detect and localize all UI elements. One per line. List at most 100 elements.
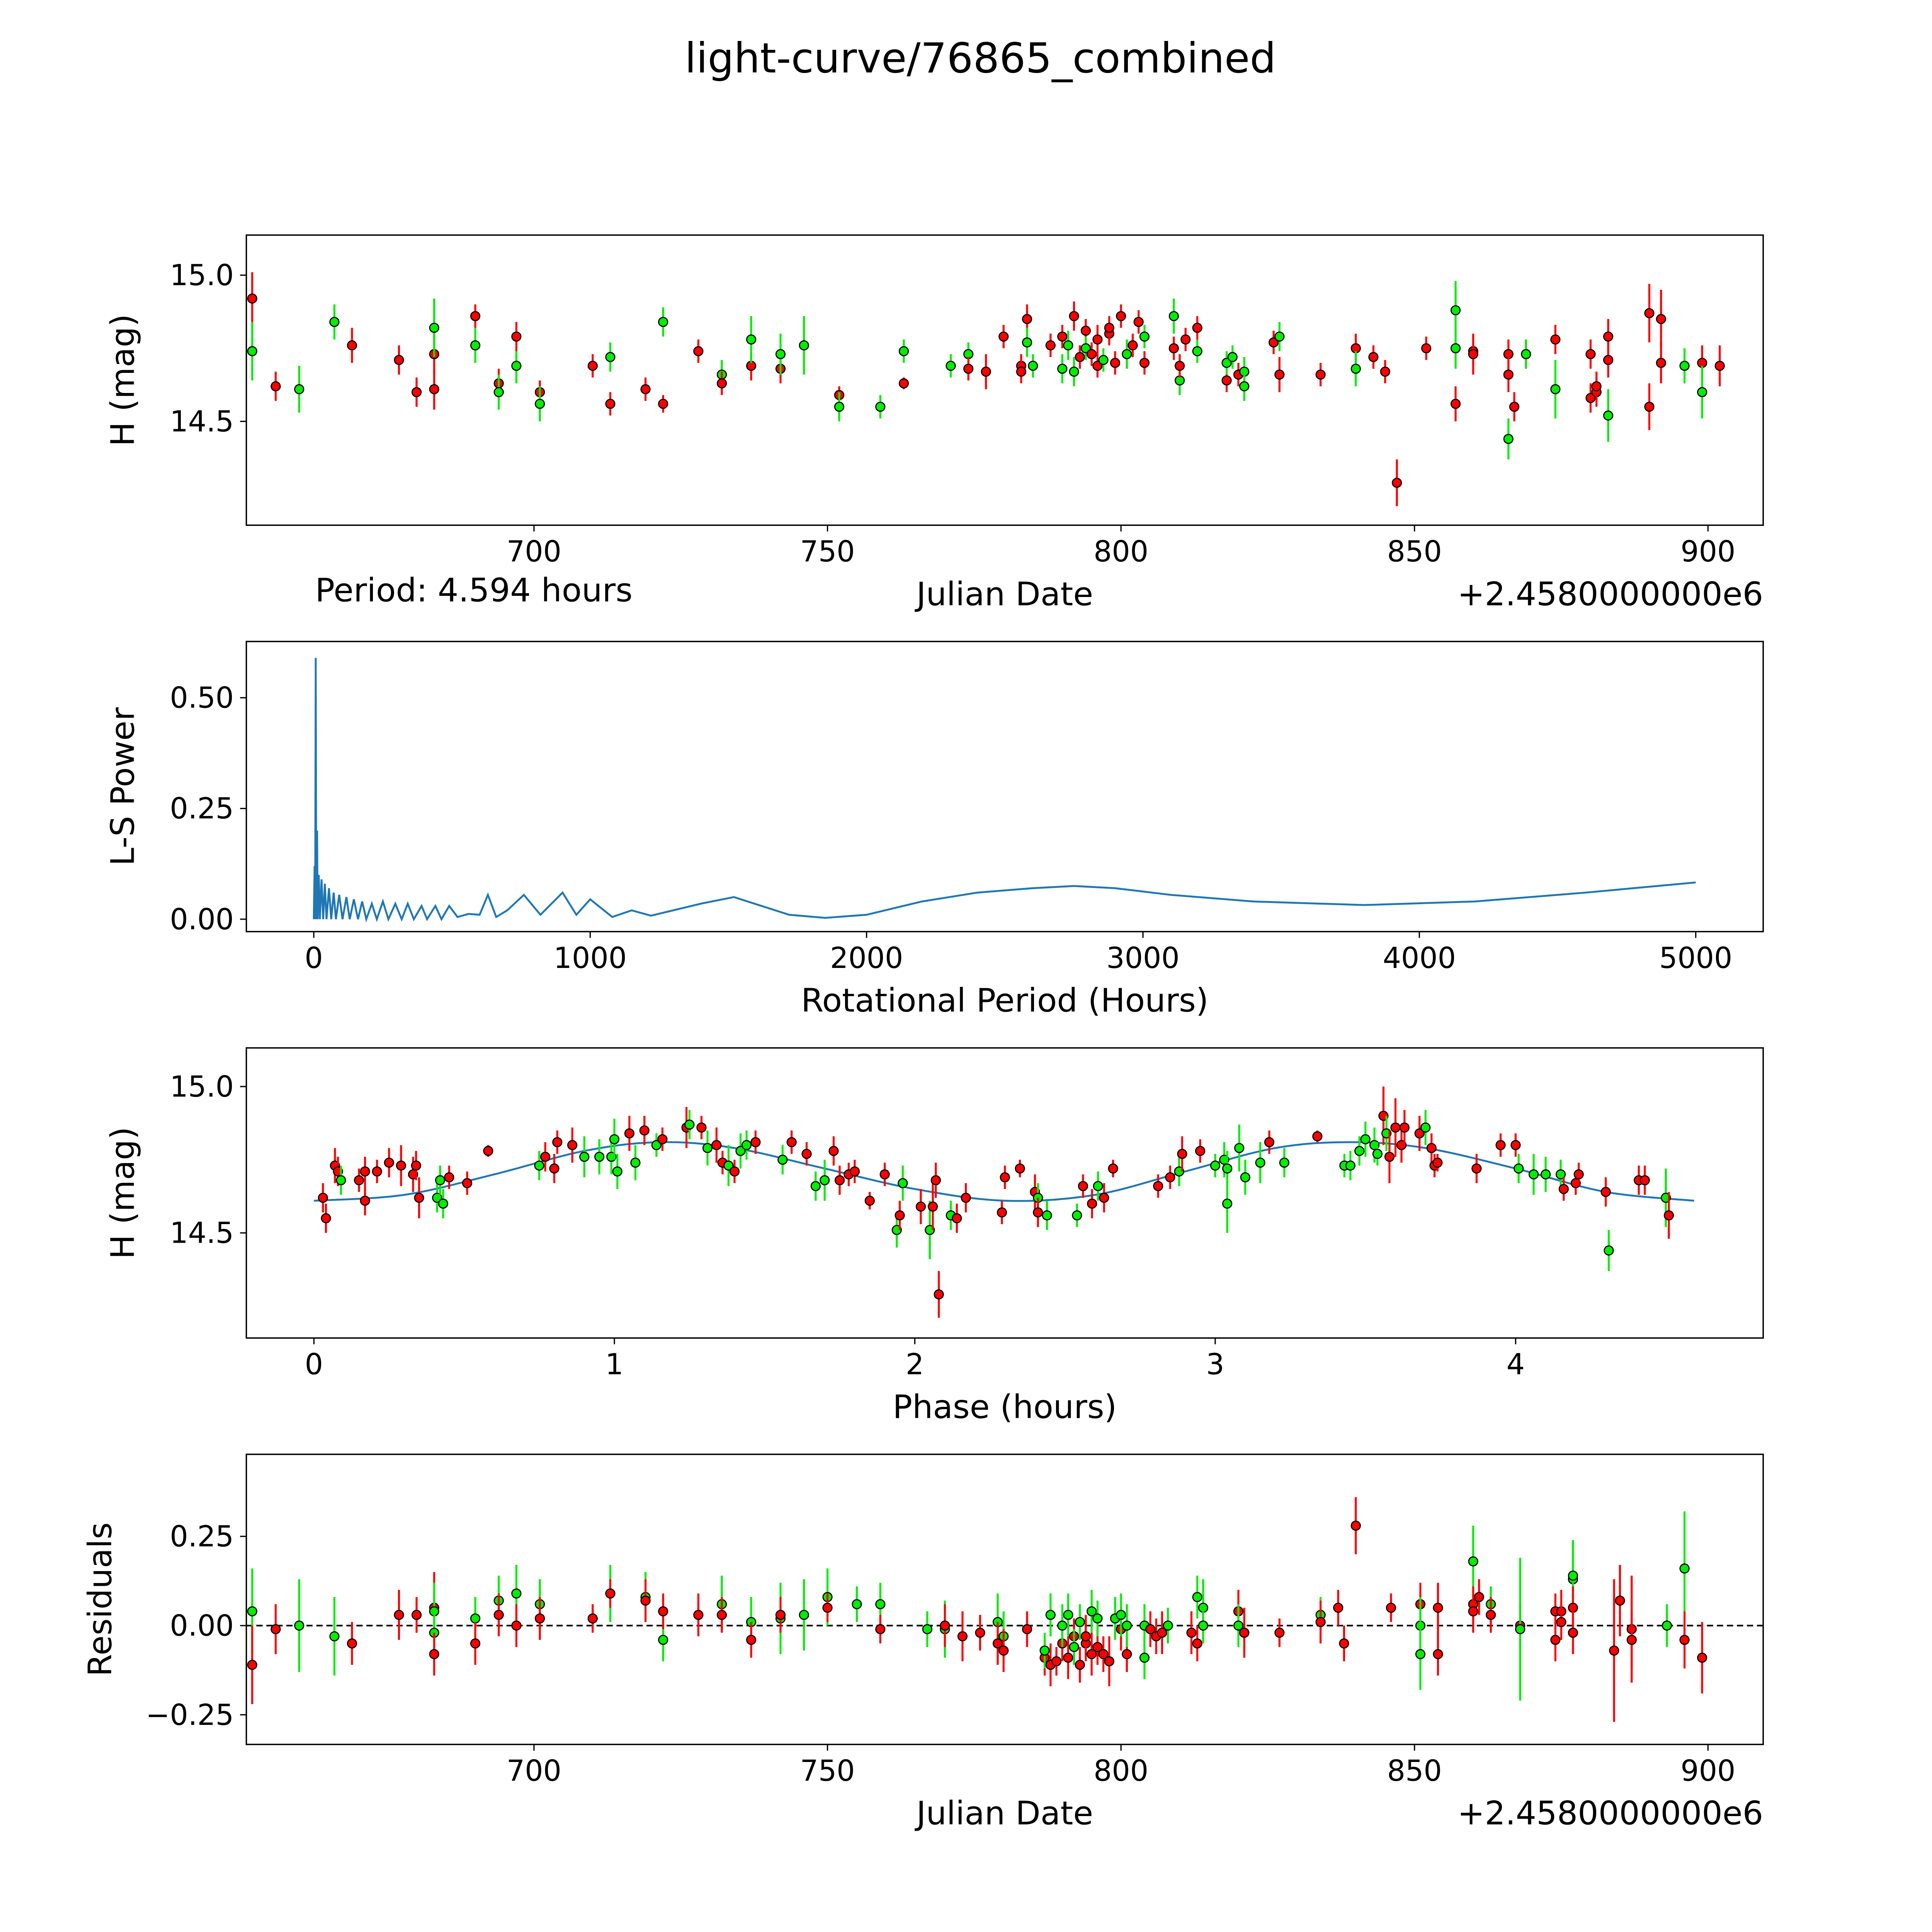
- data-point: [612, 1166, 622, 1177]
- y-tick-label: 0.25: [170, 1520, 234, 1553]
- plot-area: [246, 1497, 1764, 1722]
- data-point: [1471, 1163, 1482, 1174]
- data-point: [746, 1634, 757, 1645]
- data-point: [1386, 1602, 1396, 1613]
- axes-frame: [245, 641, 1764, 932]
- data-point: [657, 1134, 668, 1145]
- data-point: [940, 1620, 950, 1631]
- data-point: [247, 346, 257, 356]
- data-point: [1274, 369, 1285, 380]
- data-point: [470, 340, 481, 350]
- data-point: [435, 1175, 446, 1185]
- data-point: [1433, 1649, 1443, 1660]
- data-point: [1080, 325, 1091, 336]
- data-point: [394, 1610, 404, 1620]
- data-point: [1468, 1606, 1478, 1617]
- data-point: [1139, 331, 1150, 342]
- data-point: [347, 340, 357, 350]
- data-point: [247, 293, 257, 304]
- data-point: [1279, 1157, 1289, 1168]
- data-point: [1087, 1198, 1097, 1209]
- data-point: [1063, 1610, 1073, 1620]
- x-tick-label: 3000: [1106, 941, 1179, 975]
- data-point: [658, 1634, 668, 1645]
- data-point: [511, 331, 522, 342]
- data-point: [651, 1140, 662, 1150]
- data-point: [1087, 1649, 1097, 1660]
- data-point: [1039, 1645, 1050, 1656]
- data-point: [438, 1198, 448, 1209]
- data-point: [411, 1610, 422, 1620]
- data-point: [961, 1192, 971, 1203]
- data-point: [493, 1610, 504, 1620]
- x-tick-label: 900: [1680, 535, 1735, 568]
- data-point: [360, 1196, 370, 1206]
- x-tick-label: 750: [800, 535, 855, 568]
- data-point: [1128, 340, 1138, 350]
- data-point: [658, 1606, 668, 1617]
- data-point: [1192, 1638, 1202, 1649]
- data-point: [1168, 311, 1179, 321]
- data-point: [432, 1192, 442, 1203]
- data-point: [429, 384, 439, 395]
- data-point: [1063, 340, 1073, 350]
- data-point: [1051, 1656, 1062, 1667]
- data-point: [534, 1160, 544, 1171]
- data-point: [1339, 1638, 1349, 1649]
- data-point: [1368, 352, 1379, 362]
- data-point: [1550, 1634, 1561, 1645]
- data-point: [1585, 349, 1596, 359]
- data-point: [396, 1160, 406, 1171]
- data-point: [1093, 1181, 1103, 1191]
- data-point: [1255, 1157, 1265, 1168]
- data-point: [1057, 1620, 1068, 1631]
- data-point: [394, 355, 404, 365]
- data-point: [1697, 387, 1708, 397]
- data-point: [587, 361, 598, 371]
- data-point: [775, 349, 786, 359]
- data-point: [1080, 1631, 1091, 1641]
- axes-frame: [245, 1047, 1764, 1339]
- data-point: [716, 1610, 727, 1620]
- data-point: [1139, 1653, 1150, 1663]
- data-point: [1139, 358, 1150, 368]
- data-point: [1239, 1628, 1250, 1638]
- data-point: [411, 1160, 421, 1171]
- data-point: [1192, 323, 1202, 333]
- data-point: [1662, 1620, 1672, 1631]
- data-point: [810, 1181, 821, 1191]
- data-point: [934, 1289, 944, 1300]
- plot-area: [314, 1086, 1694, 1318]
- data-point: [799, 340, 809, 350]
- data-point: [1022, 1624, 1032, 1634]
- data-point: [1345, 1160, 1355, 1171]
- data-point: [329, 317, 340, 327]
- data-point: [864, 1196, 875, 1206]
- data-point: [1221, 375, 1232, 386]
- data-point: [605, 1588, 616, 1599]
- data-point: [1072, 1210, 1082, 1221]
- data-point: [1174, 361, 1185, 371]
- data-point: [1360, 1134, 1371, 1145]
- data-point: [946, 361, 956, 371]
- data-point: [1057, 331, 1068, 342]
- data-point: [992, 1638, 1003, 1649]
- data-point: [741, 1140, 752, 1150]
- data-point: [799, 1610, 809, 1620]
- data-point: [1468, 1556, 1478, 1566]
- data-point: [493, 387, 504, 397]
- data-point: [270, 1624, 281, 1634]
- data-point: [1122, 349, 1132, 359]
- data-point: [1392, 478, 1402, 488]
- panel-ph: 0 1 2 3 4 14.5 15.0 Phase (hours) H (mag): [104, 1047, 1764, 1426]
- data-point: [639, 1125, 650, 1136]
- data-point: [1644, 308, 1655, 318]
- data-point: [1679, 1634, 1690, 1645]
- data-point: [1075, 1660, 1085, 1670]
- data-point: [702, 1143, 713, 1153]
- data-point: [1550, 384, 1561, 395]
- data-point: [1510, 1140, 1521, 1150]
- y-tick-label: −0.25: [146, 1698, 234, 1732]
- data-point: [594, 1151, 605, 1162]
